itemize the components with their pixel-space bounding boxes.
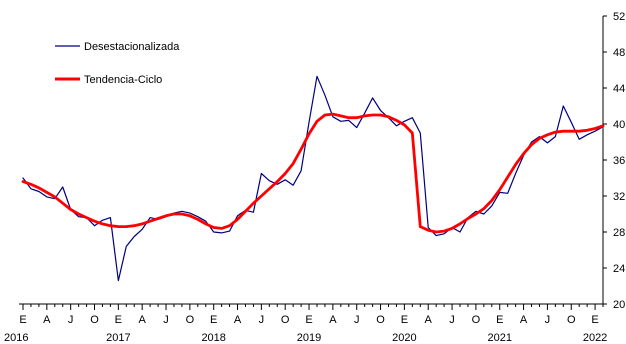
x-tick-label-quarter: A <box>139 314 147 326</box>
y-ticks: 20 24 28 32 36 40 44 48 52 <box>603 11 625 311</box>
y-tick-label: 24 <box>613 263 625 275</box>
x-tick-label-quarter: E <box>496 314 503 326</box>
x-tick-label-quarter: J <box>545 314 551 326</box>
x-tick-label-quarter: A <box>43 314 51 326</box>
x-tick-label-quarter: O <box>376 314 385 326</box>
x-tick-label-quarter: A <box>520 314 528 326</box>
x-tick-label-quarter: O <box>90 314 99 326</box>
x-tick-label-quarter: A <box>234 314 242 326</box>
x-tick-label-quarter: O <box>186 314 195 326</box>
x-tick-label-year: 2019 <box>297 332 321 344</box>
y-tick-label: 28 <box>613 227 625 239</box>
x-tick-label-quarter: O <box>567 314 576 326</box>
x-tick-label-quarter: E <box>115 314 122 326</box>
x-tick-label-quarter: E <box>401 314 408 326</box>
x-tick-label-quarter: E <box>19 314 26 326</box>
x-tick-label-year: 2020 <box>392 332 416 344</box>
x-tick-label-year: 2022 <box>583 332 607 344</box>
legend-label-tendencia-ciclo: Tendencia-Ciclo <box>84 74 162 86</box>
x-tick-label-year: 2021 <box>487 332 511 344</box>
x-tick-label-quarter: E <box>210 314 217 326</box>
x-tick-label-quarter: E <box>591 314 598 326</box>
x-tick-label-year: 2018 <box>201 332 225 344</box>
x-ticks: E A J O E A J O E A J O E A J O E A J O E A J O E 2016 2017 2018 201… <box>4 304 607 344</box>
x-tick-label-year: 2016 <box>4 332 28 344</box>
x-tick-label-year: 2017 <box>106 332 130 344</box>
y-tick-label: 36 <box>613 155 625 167</box>
y-tick-label: 40 <box>613 119 625 131</box>
x-tick-label-quarter: O <box>472 314 481 326</box>
x-tick-label-quarter: A <box>329 314 337 326</box>
series-line-tendencia-ciclo <box>21 112 605 234</box>
x-tick-label-quarter: J <box>259 314 265 326</box>
y-tick-label: 52 <box>613 11 625 23</box>
x-tick-label-quarter: J <box>163 314 169 326</box>
series-group <box>21 75 605 282</box>
x-tick-label-quarter: O <box>281 314 290 326</box>
y-tick-label: 48 <box>613 47 625 59</box>
x-tick-label-quarter: J <box>449 314 455 326</box>
x-tick-label-quarter: J <box>68 314 74 326</box>
x-tick-label-quarter: A <box>425 314 433 326</box>
y-tick-label: 20 <box>613 299 625 311</box>
y-tick-label: 44 <box>613 83 625 95</box>
legend: Desestacionalizada Tendencia-Ciclo <box>55 41 180 86</box>
x-tick-label-quarter: J <box>354 314 360 326</box>
series-line-desestacionalizada <box>22 75 604 282</box>
y-tick-label: 32 <box>613 191 625 203</box>
x-tick-label-quarter: E <box>305 314 312 326</box>
legend-label-desestacionalizada: Desestacionalizada <box>84 41 180 53</box>
